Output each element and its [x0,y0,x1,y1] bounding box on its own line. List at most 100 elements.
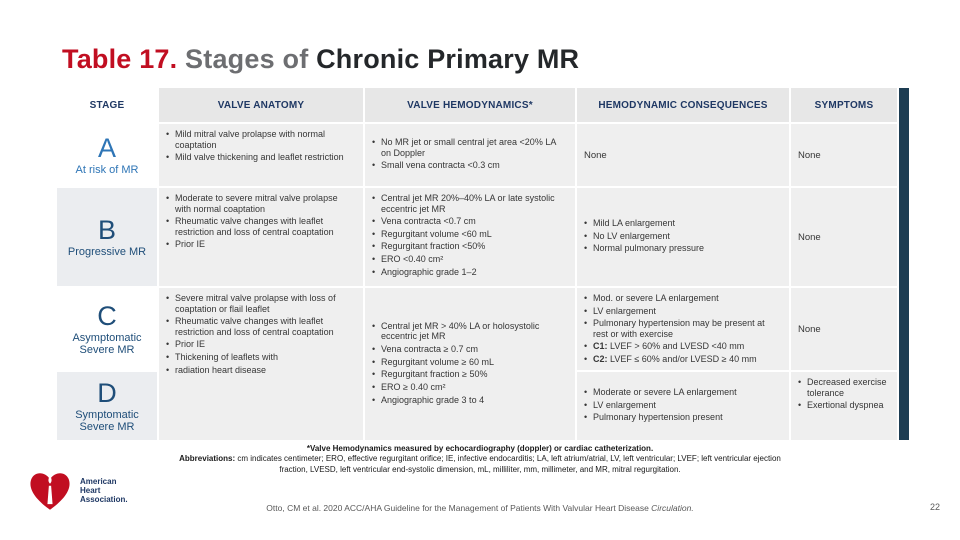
hemodynamics-list-b: Central jet MR 20%–40% LA or late systol… [372,193,568,277]
stage-cell-d: D Symptomatic Severe MR [57,372,157,440]
hemodynamics-cell-a: No MR jet or small central jet area <20%… [365,124,575,186]
hemodynamics-list-a: No MR jet or small central jet area <20%… [372,137,568,173]
list-item: LV enlargement [584,400,782,411]
list-item: Decreased exercise tolerance [798,377,890,398]
citation-journal: Circulation. [651,503,694,513]
anatomy-cell-b: Moderate to severe mitral valve prolapse… [159,188,363,286]
footnote-abbreviations: Abbreviations: cm indicates centimeter; … [170,454,790,475]
consequences-cell-a: None [577,124,789,186]
list-item: Vena contracta <0.7 cm [372,216,568,227]
column-header-hemodynamic-consequences: HEMODYNAMIC CONSEQUENCES [577,88,789,122]
list-item: Severe mitral valve prolapse with loss o… [166,293,356,314]
c1-label: C1: [593,341,608,352]
stage-label-d: Symptomatic Severe MR [75,408,139,434]
list-item: Regurgitant fraction <50% [372,241,568,252]
title-stages-of: Stages of [177,44,317,75]
title-subject: Chronic Primary MR [316,44,580,75]
list-item: C2: LVEF ≤ 60% and/or LVESD ≥ 40 mm [584,354,782,365]
aha-logo-line: American [80,476,117,486]
list-item: Prior IE [166,339,356,350]
table-footnotes: *Valve Hemodynamics measured by echocard… [130,444,830,475]
hemodynamics-cell-b: Central jet MR 20%–40% LA or late systol… [365,188,575,286]
c2-text: LVEF ≤ 60% and/or LVESD ≥ 40 mm [607,354,757,365]
list-item: Mild LA enlargement [584,218,782,229]
list-item: Regurgitant volume <60 mL [372,229,568,240]
hemodynamics-list-cd: Central jet MR > 40% LA or holosystolic … [372,321,568,407]
aha-logo: American Heart Association. [26,468,128,513]
symptoms-none-b: None [798,231,821,243]
list-item: Regurgitant fraction ≥ 50% [372,369,568,380]
heart-torch-icon [30,473,70,510]
anatomy-list-a: Mild mitral valve prolapse with normal c… [166,129,356,163]
list-item: Exertional dyspnea [798,400,890,411]
list-item: Thickening of leaflets with [166,352,356,363]
list-item: Moderate or severe LA enlargement [584,387,782,398]
title-table-number: Table 17. [62,44,178,75]
abbreviations-text: cm indicates centimeter; ERO, effective … [235,454,781,474]
column-header-symptoms: SYMPTOMS [791,88,897,122]
anatomy-list-cd: Severe mitral valve prolapse with loss o… [166,293,356,375]
anatomy-cell-a: Mild mitral valve prolapse with normal c… [159,124,363,186]
list-item: Moderate to severe mitral valve prolapse… [166,193,356,214]
stage-label-a: At risk of MR [75,164,139,177]
stage-letter-a: A [97,132,116,163]
symptoms-none-a: None [798,149,821,161]
list-item: Rheumatic valve changes with leaflet res… [166,316,356,337]
list-item: Pulmonary hypertension may be present at… [584,318,782,339]
symptoms-cell-b: None [791,188,897,286]
list-item: LV enlargement [584,306,782,317]
list-item: ERO ≥ 0.40 cm² [372,382,568,393]
list-item: Prior IE [166,239,356,250]
consequences-cell-c: Mod. or severe LA enlargement LV enlarge… [577,288,789,370]
page-number: 22 [929,502,940,512]
citation: Otto, CM et al. 2020 ACC/AHA Guideline f… [160,503,800,513]
list-item: radiation heart disease [166,365,356,376]
c1-text: LVEF > 60% and LVESD <40 mm [607,341,745,352]
symptoms-none-c: None [798,323,821,335]
stage-label-c: Asymptomatic Severe MR [72,331,142,357]
anatomy-cell-cd: Severe mitral valve prolapse with loss o… [159,288,363,440]
stage-cell-b: B Progressive MR [57,188,157,286]
list-item: Central jet MR 20%–40% LA or late systol… [372,193,568,214]
consequences-none-a: None [584,149,607,161]
list-item: Angiographic grade 3 to 4 [372,395,568,406]
aha-logo-line: Heart [80,485,101,495]
stage-cell-c: C Asymptomatic Severe MR [57,288,157,370]
symptoms-cell-a: None [791,124,897,186]
hemodynamics-cell-cd: Central jet MR > 40% LA or holosystolic … [365,288,575,440]
symptoms-list-d: Decreased exercise tolerance Exertional … [798,377,890,411]
stages-table: STAGE VALVE ANATOMY VALVE HEMODYNAMICS* … [57,88,897,440]
list-item: C1: LVEF > 60% and LVESD <40 mm [584,341,782,352]
page-title: Table 17. Stages of Chronic Primary MR [62,44,579,75]
stage-letter-d: D [97,377,117,408]
aha-logo-text: American Heart Association. [80,477,128,505]
list-item: No MR jet or small central jet area <20%… [372,137,568,158]
list-item: No LV enlargement [584,231,782,242]
list-item: ERO <0.40 cm² [372,254,568,265]
footnote-valve-hemodynamics: *Valve Hemodynamics measured by echocard… [306,444,654,453]
list-item: Mild mitral valve prolapse with normal c… [166,129,356,150]
list-item: Mild valve thickening and leaflet restri… [166,152,356,163]
list-item: Small vena contracta <0.3 cm [372,160,568,171]
aha-logo-line: Association. [80,495,128,505]
list-item: Rheumatic valve changes with leaflet res… [166,216,356,237]
list-item: Regurgitant volume ≥ 60 mL [372,357,568,368]
column-header-valve-hemodynamics: VALVE HEMODYNAMICS* [365,88,575,122]
abbreviations-label: Abbreviations: [179,454,236,464]
list-item: Pulmonary hypertension present [584,412,782,423]
consequences-list-d: Moderate or severe LA enlargement LV enl… [584,387,782,425]
list-item: Vena contracta ≥ 0.7 cm [372,344,568,355]
stage-label-b: Progressive MR [67,246,147,259]
list-item: Normal pulmonary pressure [584,243,782,254]
anatomy-list-b: Moderate to severe mitral valve prolapse… [166,193,356,250]
symptoms-cell-c: None [791,288,897,370]
consequences-cell-d: Moderate or severe LA enlargement LV enl… [577,372,789,440]
stage-letter-c: C [97,300,117,331]
symptoms-cell-d: Decreased exercise tolerance Exertional … [791,372,897,440]
list-item: Angiographic grade 1–2 [372,267,568,278]
column-header-stage: STAGE [57,88,157,122]
list-item: Mod. or severe LA enlargement [584,293,782,304]
stage-cell-a: A At risk of MR [57,124,157,186]
consequences-cell-b: Mild LA enlargement No LV enlargement No… [577,188,789,286]
c2-label: C2: [593,354,608,365]
